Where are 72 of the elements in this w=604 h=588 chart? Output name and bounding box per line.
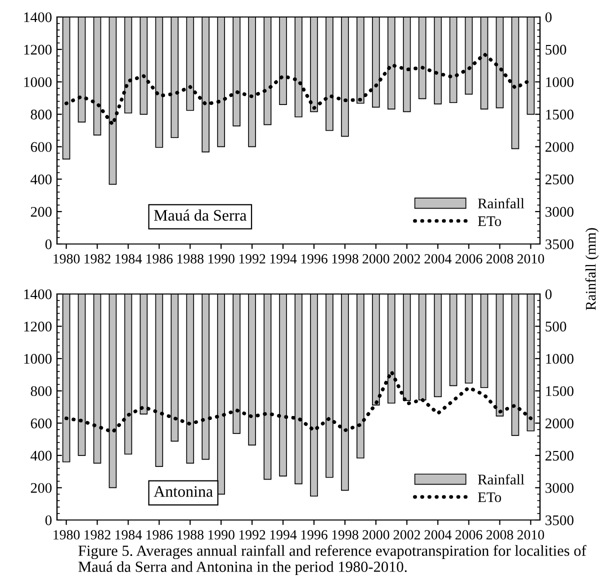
x-tick-label: 1990 — [208, 254, 234, 264]
y2-axis-title: Rainfall (mm) — [585, 228, 599, 310]
y-tick-label: 800 — [30, 110, 52, 120]
y2-tick-label: 3000 — [546, 206, 574, 217]
x-tick-label: 2006 — [456, 530, 482, 540]
x-tick-label: 1986 — [146, 254, 173, 264]
y2-tick-label: 500 — [546, 322, 566, 332]
x-tick-label: 1980 — [54, 254, 80, 264]
y-tick-label: 200 — [30, 483, 52, 493]
y-tick-label: 1400 — [24, 289, 52, 300]
x-tick-label: 1984 — [116, 254, 142, 264]
x-tick-label: 1980 — [54, 530, 80, 540]
y2-tick-label: 2000 — [546, 418, 574, 428]
x-tick-label: 1998 — [332, 530, 358, 540]
y2-tick-label: 1000 — [546, 77, 574, 88]
legend-label: Rainfall — [478, 474, 524, 484]
y2-tick-label: 3000 — [546, 483, 574, 493]
x-tick-label: 1994 — [270, 530, 297, 540]
x-tick-label: 1998 — [332, 254, 358, 264]
x-tick-label: 2008 — [486, 254, 514, 264]
y-tick-label: 1000 — [24, 354, 52, 364]
x-tick-label: 1992 — [239, 530, 266, 540]
y2-tick-label: 1500 — [546, 386, 574, 396]
x-tick-label: 1986 — [146, 530, 173, 540]
x-tick-label: 1994 — [270, 254, 297, 264]
x-tick-label: 1988 — [177, 530, 204, 540]
y-tick-label: 800 — [30, 386, 52, 396]
legend-label: Rainfall — [478, 198, 524, 208]
x-tick-label: 2000 — [362, 254, 390, 264]
y-tick-label: 400 — [30, 450, 52, 461]
x-tick-label: 1996 — [301, 530, 328, 540]
x-tick-label: 1992 — [239, 254, 266, 264]
legend-label: ETo — [478, 492, 502, 502]
y2-tick-label: 1500 — [546, 110, 574, 120]
y2-tick-label: 0 — [545, 289, 552, 300]
y2-tick-label: 2500 — [546, 174, 574, 184]
y-tick-label: 600 — [30, 418, 52, 428]
y-tick-label: 400 — [30, 174, 52, 184]
caption: Figure 5. Averages annual rainfall and reference evapotranspiration for localities of Mauá da Serra and Antonina in the period 1980-2010. — [78, 545, 586, 576]
x-tick-label: 2006 — [456, 254, 482, 264]
y-tick-label: 1200 — [24, 44, 52, 55]
annotation: Mauá da Serra — [154, 209, 247, 221]
x-tick-label: 2002 — [394, 530, 420, 540]
x-tick-label: 2010 — [517, 254, 544, 264]
y-tick-label: 1200 — [24, 322, 52, 332]
y2-tick-label: 500 — [546, 44, 566, 55]
x-tick-label: 2010 — [517, 530, 544, 540]
y2-tick-label: 2000 — [546, 142, 574, 152]
x-tick-label: 2008 — [486, 530, 514, 540]
y-tick-label: 1400 — [24, 12, 52, 22]
y2-tick-label: 3500 — [546, 239, 574, 250]
x-tick-label: 1982 — [84, 530, 110, 540]
x-tick-label: 1982 — [84, 254, 110, 264]
y2-tick-label: 3500 — [546, 515, 574, 526]
x-tick-label: 2004 — [424, 254, 452, 264]
y2-tick-label: 0 — [545, 12, 552, 22]
y2-tick-label: 2500 — [546, 450, 574, 461]
x-tick-label: 1984 — [116, 530, 142, 540]
y-tick-label: 0 — [45, 515, 52, 526]
x-tick-label: 2000 — [362, 530, 390, 540]
x-tick-label: 1996 — [301, 254, 328, 264]
x-tick-label: 1988 — [177, 254, 204, 264]
legend-label: ETo — [478, 216, 502, 226]
x-tick-label: 1990 — [208, 530, 234, 540]
x-tick-label: 2004 — [424, 530, 452, 540]
y-tick-label: 600 — [30, 142, 52, 152]
annotation: Antonina — [154, 486, 213, 497]
y2-tick-label: 1000 — [546, 354, 574, 364]
y-tick-label: 200 — [30, 206, 52, 217]
x-tick-label: 2002 — [394, 254, 420, 264]
y-tick-label: 1000 — [24, 77, 52, 88]
y-tick-label: 0 — [45, 239, 52, 250]
